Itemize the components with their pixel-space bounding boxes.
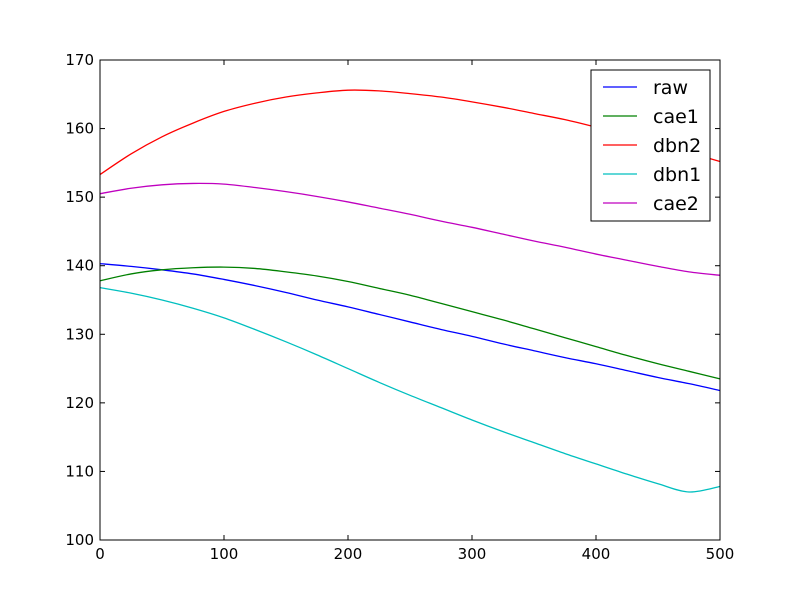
y-tick-label: 120 (65, 394, 94, 412)
series-line-dbn1 (99, 287, 721, 493)
x-tick-label: 500 (706, 545, 735, 563)
y-tick-label: 110 (65, 462, 94, 480)
y-tick-label: 100 (65, 531, 94, 549)
legend: raw cae1 dbn2 dbn1 cae2 (590, 69, 711, 222)
legend-label-dbn1: dbn1 (653, 164, 701, 186)
x-tick-label: 100 (210, 545, 239, 563)
series-line-cae1 (99, 266, 721, 380)
legend-label-raw: raw (653, 77, 688, 99)
y-tick-label: 150 (65, 188, 94, 206)
plot-frame (99, 59, 721, 541)
y-tick-label: 130 (65, 325, 94, 343)
y-tick-label: 160 (65, 120, 94, 138)
series-line-raw (99, 263, 721, 392)
y-tick-label: 170 (65, 51, 94, 69)
y-tick-label: 140 (65, 257, 94, 275)
x-tick-label: 400 (582, 545, 611, 563)
x-tick-label: 300 (458, 545, 487, 563)
x-tick-label: 200 (334, 545, 363, 563)
legend-label-dbn2: dbn2 (653, 135, 701, 157)
x-tick-label: 0 (95, 545, 105, 563)
series-line-cae2 (99, 182, 721, 276)
legend-label-cae2: cae2 (653, 193, 699, 215)
legend-label-cae1: cae1 (653, 106, 699, 128)
